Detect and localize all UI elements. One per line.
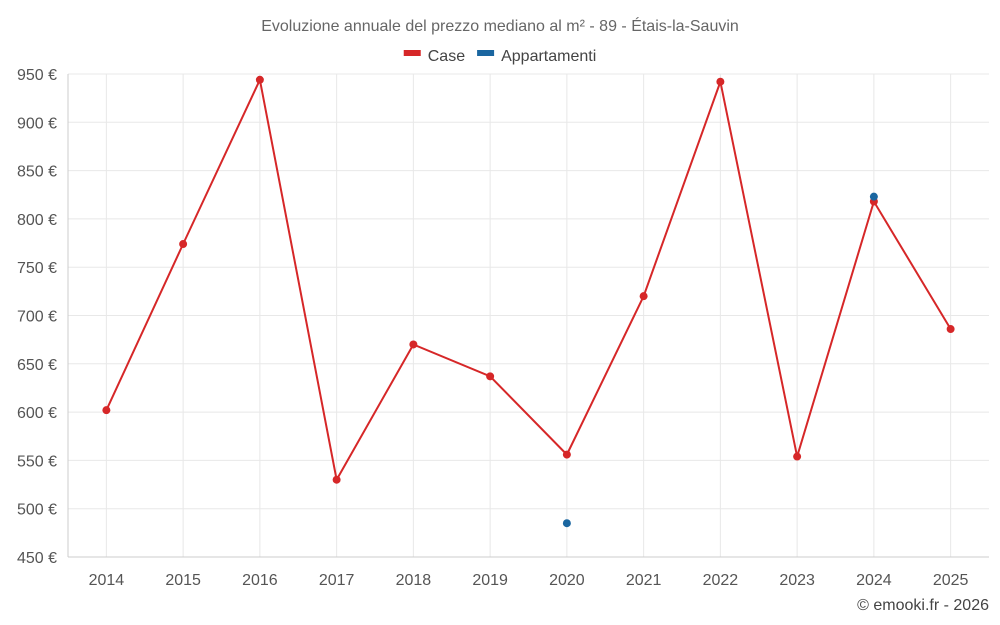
x-tick-label: 2016	[242, 572, 278, 589]
axes: 450 € 500 € 550 € 600 € 650 € 700 € 750 € 800 €…	[17, 67, 989, 589]
y-tick-label: 700 €	[17, 309, 57, 326]
y-tick-label: 650 €	[17, 357, 57, 374]
data-point-case-2019[interactable]	[486, 372, 495, 381]
chart-title: Evoluzione annuale del prezzo mediano al…	[261, 16, 739, 35]
y-tick-label: 800 €	[17, 212, 57, 229]
legend: Case Appartamenti	[403, 48, 596, 65]
data-point-case-2025[interactable]	[946, 325, 955, 334]
x-tick-label: 2018	[396, 572, 432, 589]
data-point-appartamenti-2024[interactable]	[869, 192, 878, 201]
x-tick-label: 2021	[626, 572, 662, 589]
y-tick-label: 500 €	[17, 502, 57, 519]
data-point-case-2015[interactable]	[179, 240, 188, 249]
data-point-case-2020[interactable]	[562, 450, 571, 459]
legend-label-case[interactable]: Case	[428, 48, 465, 65]
x-tick-label: 2023	[779, 572, 815, 589]
y-tick-label: 850 €	[17, 164, 57, 181]
legend-swatch-case	[403, 50, 421, 56]
y-tick-label: 600 €	[17, 405, 57, 422]
y-tick-label: 450 €	[17, 550, 57, 567]
series-layer	[102, 75, 955, 528]
data-point-case-2022[interactable]	[716, 77, 725, 86]
y-tick-label: 900 €	[17, 115, 57, 132]
x-tick-label: 2017	[319, 572, 355, 589]
data-point-case-2017[interactable]	[332, 475, 341, 484]
x-tick-label: 2025	[933, 572, 969, 589]
legend-label-appartamenti[interactable]: Appartamenti	[501, 48, 596, 65]
data-point-case-2014[interactable]	[102, 406, 111, 415]
legend-swatch-appartamenti	[477, 50, 495, 56]
y-tick-label: 750 €	[17, 260, 57, 277]
x-tick-label: 2022	[703, 572, 739, 589]
x-tick-label: 2014	[89, 572, 125, 589]
x-tick-label: 2020	[549, 572, 585, 589]
grid	[68, 73, 989, 558]
x-tick-label: 2015	[165, 572, 201, 589]
x-tick-label: 2019	[472, 572, 508, 589]
data-point-case-2021[interactable]	[639, 292, 648, 301]
data-point-appartamenti-2020[interactable]	[562, 519, 571, 528]
credit-text: © emooki.fr - 2026	[857, 597, 989, 614]
series-line-case	[105, 76, 952, 483]
data-point-case-2018[interactable]	[409, 340, 418, 349]
data-point-case-2016[interactable]	[255, 75, 264, 84]
y-tick-label: 550 €	[17, 453, 57, 470]
data-point-case-2023[interactable]	[793, 452, 802, 461]
y-tick-label: 950 €	[17, 67, 57, 84]
x-tick-label: 2024	[856, 572, 892, 589]
